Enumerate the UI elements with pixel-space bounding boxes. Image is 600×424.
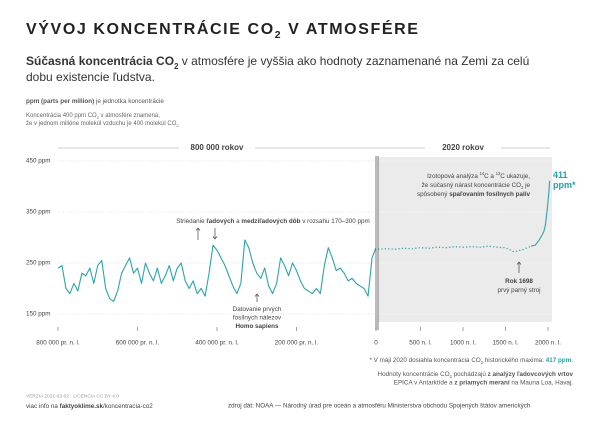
text-part: faktyoklime.sk (60, 403, 104, 410)
annotation: spôsobený spaľovaním fosílnych palív (417, 191, 531, 198)
footnote: * V máji 2020 dosiahla koncentrácia CO2 … (369, 357, 573, 365)
version: VERZIA 2021-03-02 · LICENCIA CC BY 4.0 (26, 393, 119, 399)
text-part: ppm (parts per million) (26, 98, 94, 105)
text-part: 2 (97, 115, 99, 120)
text-part: Datovanie prvých (233, 306, 282, 313)
text-part: 13 (496, 171, 501, 176)
text-part: v atmosfére znamená, (99, 113, 160, 119)
text-part: 14 (480, 171, 485, 176)
text-part: VÝVOJ KONCENTRÁCIE CO (26, 19, 275, 38)
annotation: Homo sapiens (235, 323, 279, 330)
source-note: EPICA v Antarktíde a z priamych meraní n… (394, 379, 573, 386)
source-note: Hodnoty koncentrácie CO2 pochádzajú z an… (378, 371, 574, 379)
subtitle: dobu existencie ľudstva. (26, 70, 155, 84)
text-part: viac info na (26, 403, 60, 410)
text-part: spôsobený (417, 191, 449, 198)
y-tick-label: 150 ppm (26, 311, 51, 318)
text-part: medziľadových dôb (241, 218, 300, 225)
text-part: ppm* (553, 180, 576, 190)
text-part: V ATMOSFÉRE (282, 19, 419, 38)
end-label: 411 (553, 170, 568, 180)
data-line (57, 239, 377, 302)
text-part: 2 (481, 360, 484, 365)
period-header: 800 000 rokov (191, 143, 244, 152)
text-part: 2 (176, 123, 178, 128)
text-part: na Mauna Loa, Havaj. (510, 379, 574, 386)
arrow-head (254, 293, 260, 297)
text-part: že v jednom milióne molekúl vzduchu je 4… (26, 121, 177, 127)
text-part: v rozsahu 170–300 ppm (300, 218, 369, 225)
unit-note: ppm (parts per million) je jednotka konc… (26, 98, 164, 105)
text-part: Koncentrácia 400 ppm CO (26, 113, 97, 119)
y-tick-label: 250 ppm (26, 260, 51, 267)
annotation: že súčasný nárast koncentrácie CO2 je (422, 182, 531, 190)
annotation: Rok 1698 (505, 278, 533, 285)
text-part: z priamych meraní (454, 379, 510, 386)
text-part: a (234, 218, 241, 225)
x-tick-label: 1000 n. l. (450, 340, 476, 347)
x-tick-label: 2000 n. l. (535, 340, 561, 347)
x-tick-label: 400 000 pr. n. l. (195, 340, 239, 347)
x-tick-label: 500 n. l. (409, 340, 432, 347)
annotation: Datovanie prvých (233, 306, 282, 313)
x-tick-label: 600 000 pr. n. l. (116, 340, 160, 347)
annotation: fosílnych nálezov (233, 314, 282, 321)
text-part: je (523, 182, 530, 189)
text-part: fosílnych nálezov (233, 314, 282, 321)
arrow-head (195, 227, 201, 231)
text-part: 417 ppm (546, 357, 572, 364)
text-part: Homo sapiens (235, 323, 279, 330)
text-part: Hodnoty koncentrácie CO (378, 371, 450, 378)
text-part: Striedanie (176, 218, 206, 225)
text-part: . (571, 357, 573, 364)
more-info: viac info na faktyoklime.sk/koncentracia… (26, 403, 153, 410)
text-part: prvý parný stroj (497, 287, 540, 294)
text-part: 2 (275, 30, 282, 41)
text-part: historického maxima: (483, 357, 546, 364)
text-part: dobu existencie ľudstva. (26, 70, 155, 84)
y-tick-label: 350 ppm (26, 209, 51, 216)
text-part: Súčasná koncentrácia CO (26, 54, 174, 68)
annotation: Striedanie ľadových a medziľadových dôb … (176, 218, 370, 225)
text-part: * V máji 2020 dosiahla koncentrácia CO (369, 357, 480, 364)
annotation: Izotopová analýza 14C a 13C ukazuje, (427, 171, 530, 180)
arrow-head (212, 236, 218, 240)
x-tick-label: 200 000 pr. n. l. (275, 340, 319, 347)
text-part: 2 (450, 374, 453, 379)
text-part: pochádzajú (452, 371, 488, 378)
end-label: ppm* (553, 180, 576, 190)
text-part: C a (484, 173, 496, 180)
y-tick-label: 450 ppm (26, 158, 51, 165)
text-part: Izotopová analýza (427, 173, 480, 180)
title: VÝVOJ KONCENTRÁCIE CO2 V ATMOSFÉRE (26, 19, 420, 41)
text-part: /koncentracia-co2 (103, 403, 153, 410)
period-header: 2020 rokov (442, 143, 484, 152)
text-part: že súčasný nárast koncentrácie CO (422, 182, 521, 189)
text-part: spaľovaním fosílnych palív (449, 191, 530, 198)
text-part: 411 (553, 170, 568, 180)
x-tick-label: 1500 n. l. (493, 340, 519, 347)
data-line (530, 180, 551, 247)
x-tick-label: 800 000 pr. n. l. (36, 340, 80, 347)
subtitle: Súčasná koncentrácia CO2 v atmosfére je … (26, 54, 529, 70)
example-note: Koncentrácia 400 ppm CO2 v atmosfére zna… (26, 113, 160, 120)
example-note: že v jednom milióne molekúl vzduchu je 4… (26, 121, 179, 128)
text-part: 2 (174, 62, 179, 71)
text-part: z analýzy ľadovcových vrtov (488, 371, 574, 378)
text-part: EPICA v Antarktíde a (394, 379, 455, 386)
text-part: 2 (521, 185, 524, 190)
x-tick-label: 0 (374, 340, 378, 347)
annotation: prvý parný stroj (497, 287, 540, 294)
text-part: Rok 1698 (505, 278, 533, 285)
text-part: je jednotka koncentrácie (94, 98, 164, 105)
arrow-head (516, 261, 522, 265)
source: zdroj dát: NOAA — Národný úrad pre oceán… (228, 403, 531, 410)
text-part: ľadových (206, 218, 234, 225)
panel-background (378, 157, 552, 322)
text-part: v atmosfére je vyššia ako hodnoty zaznam… (178, 54, 529, 68)
text-part: C ukazuje, (500, 173, 530, 180)
